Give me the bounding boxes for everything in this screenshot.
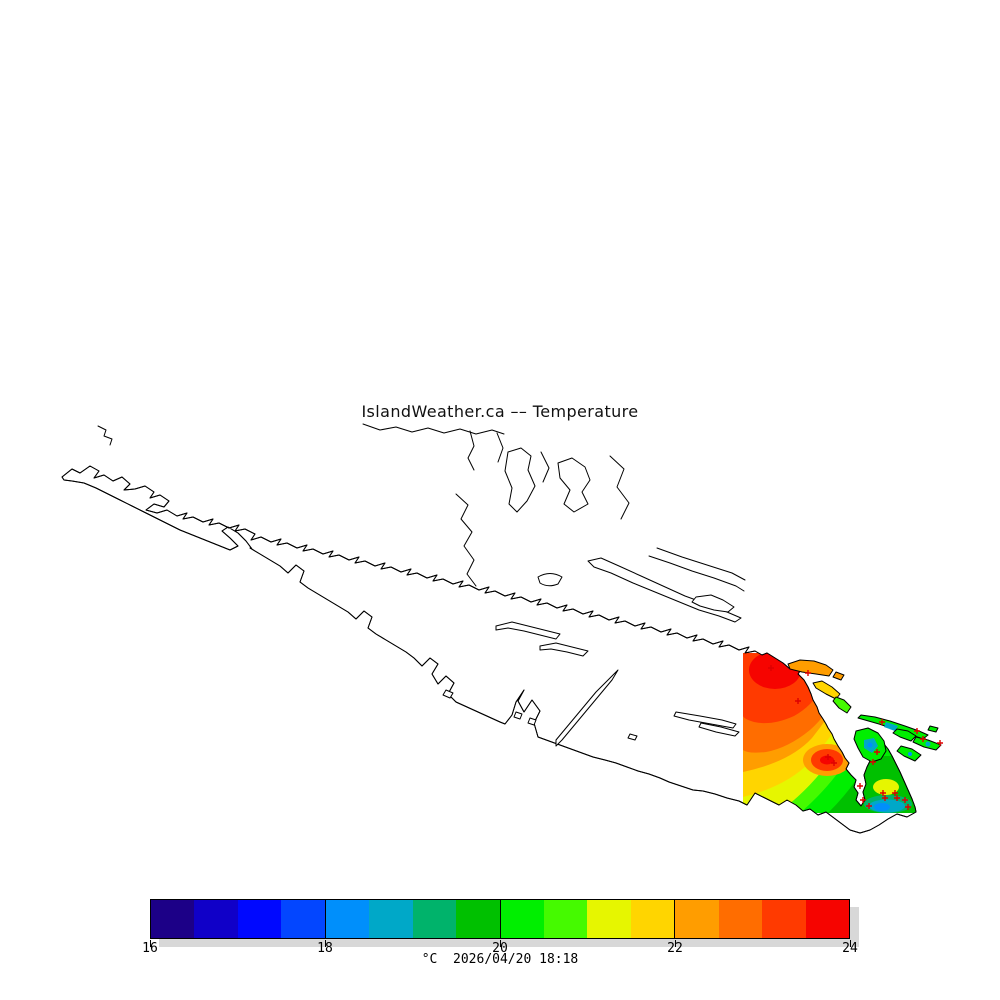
station-marker-icon <box>879 719 885 725</box>
colorbar-cell <box>281 900 325 938</box>
colorbar-cell <box>543 900 588 938</box>
station-marker-icon <box>768 665 774 671</box>
station-markers <box>768 665 943 810</box>
vancouver-island-coastline <box>61 465 917 834</box>
valdes-island-n <box>812 680 841 700</box>
station-marker-icon <box>831 760 837 766</box>
station-marker-icon <box>857 783 863 789</box>
colorbar-cell <box>324 900 370 938</box>
colorbar-cell <box>194 900 238 938</box>
station-marker-icon <box>937 740 943 746</box>
strait-islands <box>442 447 742 741</box>
gulf-islands <box>787 659 942 763</box>
station-marker-icon <box>905 804 911 810</box>
station-marker-icon <box>805 670 811 676</box>
station-marker-icon <box>870 759 876 765</box>
colorbar-cell <box>237 900 282 938</box>
colorbar-cell <box>412 900 457 938</box>
gabriola-island <box>787 659 834 677</box>
station-marker-icon <box>892 790 898 796</box>
saanich-yellow-spot <box>873 779 899 795</box>
mainland-coast-lines <box>97 423 746 592</box>
station-marker-icon <box>902 797 908 803</box>
island-inlets <box>495 621 619 747</box>
colorbar-cell <box>674 900 719 938</box>
colorbar-cell <box>456 900 500 938</box>
colorbar-caption: °C 2026/04/20 18:18 <box>421 952 579 967</box>
station-marker-icon <box>825 754 831 760</box>
colorbar-cell <box>499 900 544 938</box>
station-marker-icon <box>874 749 880 755</box>
colorbar-cell <box>718 900 763 938</box>
texada-island <box>587 557 742 623</box>
hotspot-cowichan-core <box>820 755 834 765</box>
station-marker-icon <box>795 698 801 704</box>
colorbar-cell <box>630 900 675 938</box>
station-marker-icon <box>920 736 926 742</box>
colorbar-cell <box>151 900 195 938</box>
station-marker-icon <box>866 803 872 809</box>
colorbar-cell <box>805 900 849 938</box>
page-title: IslandWeather.ca –– Temperature <box>361 402 639 421</box>
lasqueti-island <box>691 594 735 613</box>
station-marker-icon <box>914 728 920 734</box>
temperature-colorbar <box>150 899 850 939</box>
station-marker-icon <box>882 795 888 801</box>
colorbar-cell <box>369 900 413 938</box>
mayne-island <box>892 728 917 742</box>
colorbar-cell <box>762 900 806 938</box>
valdes-island-s <box>832 696 852 714</box>
colorbar-cell <box>587 900 631 938</box>
station-marker-icon <box>894 795 900 801</box>
station-marker-icon <box>860 797 866 803</box>
saanich-blue-patch <box>874 803 890 811</box>
station-marker-icon <box>880 790 886 796</box>
